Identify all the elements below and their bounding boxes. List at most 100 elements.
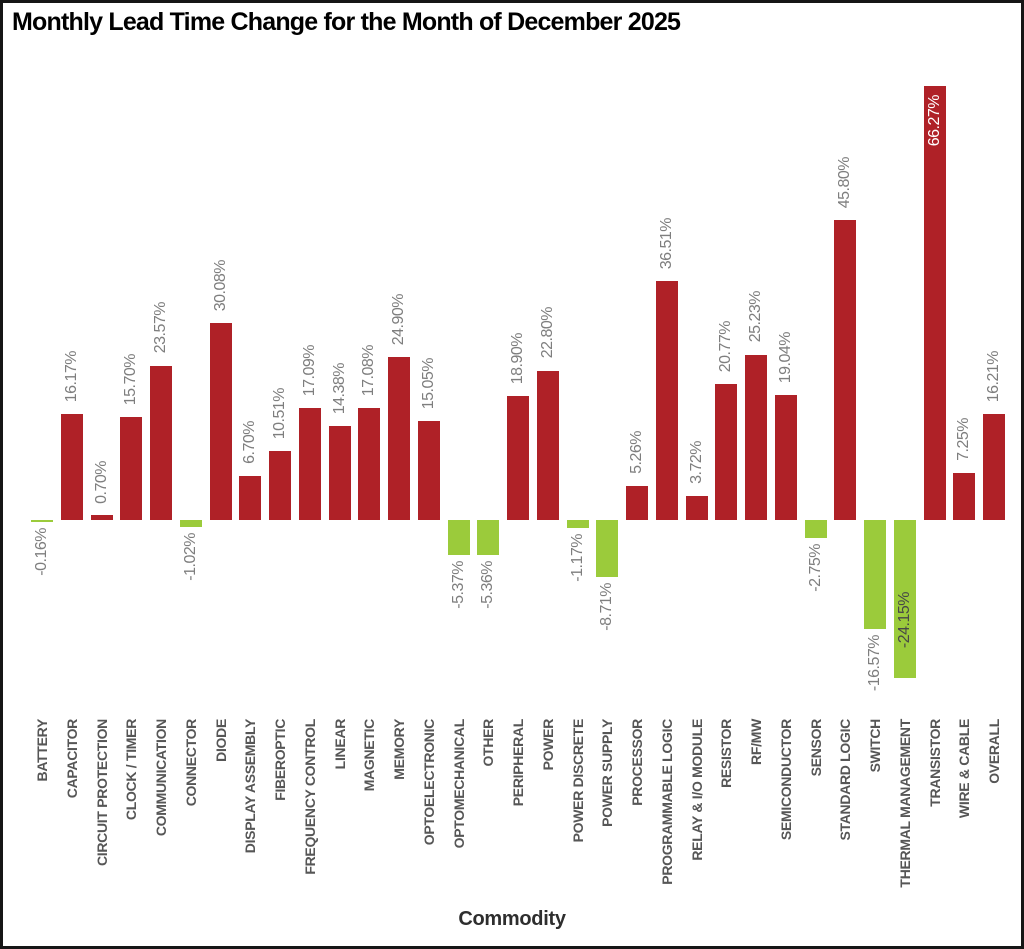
- x-tick-label-battery: BATTERY: [34, 719, 50, 782]
- bar-value-label-overall: 16.21%: [985, 350, 1002, 402]
- bar-value-label-connector: -1.02%: [181, 532, 199, 581]
- bar-diode: [209, 322, 232, 520]
- x-axis-title: Commodity: [458, 908, 566, 930]
- x-tick-label-transistor: TRANSISTOR: [926, 719, 943, 807]
- bar-relay-i-o-module: [685, 495, 708, 520]
- bar-connector: [179, 520, 202, 527]
- x-tick-label-frequency-control: FREQUENCY CONTROL: [301, 719, 318, 875]
- bar-rf-mw: [745, 354, 767, 520]
- bar-value-label-thermal-management: -24.15%: [895, 592, 913, 649]
- x-tick-label-optoelectronic: OPTOELECTRONIC: [420, 719, 437, 846]
- bar-power-discrete: [566, 520, 589, 528]
- x-tick-label-power: POWER: [539, 719, 556, 771]
- bar-sensor: [804, 520, 827, 538]
- bar-value-label-wire-cable: 7.25%: [955, 417, 973, 461]
- bar-resistor: [715, 383, 738, 520]
- x-tick-label-rf-mw: RF/MW: [748, 719, 764, 765]
- bar-thermal-management: [893, 520, 916, 679]
- x-tick-label-relay-i-o-module: RELAY & I/O MODULE: [688, 719, 705, 861]
- x-tick-label-connector: CONNECTOR: [182, 719, 199, 807]
- bar-value-label-semiconductor: 19.04%: [776, 332, 794, 384]
- x-tick-label-optomechanical: OPTOMECHANICAL: [450, 719, 467, 849]
- x-tick-label-diode: DIODE: [212, 719, 229, 762]
- bar-value-label-peripheral: 18.90%: [509, 332, 526, 385]
- bar-semiconductor: [774, 395, 797, 520]
- bar-value-label-other: -5.36%: [479, 561, 497, 609]
- bar-value-label-fiberoptic: 10.51%: [271, 387, 288, 440]
- chart-title: Monthly Lead Time Change for the Month o…: [12, 8, 681, 36]
- bar-value-label-capacitor: 16.17%: [62, 350, 80, 403]
- bar-power-supply: [596, 520, 619, 578]
- bar-value-label-display-assembly: 6.70%: [241, 421, 259, 465]
- x-tick-label-peripheral: PERIPHERAL: [510, 719, 526, 807]
- bar-peripheral: [507, 396, 529, 520]
- bar-magnetic: [358, 408, 381, 520]
- x-tick-label-power-supply: POWER SUPPLY: [599, 719, 616, 827]
- bar-value-label-clock-timer: 15.70%: [122, 353, 140, 406]
- x-tick-label-clock-timer: CLOCK / TIMER: [123, 719, 140, 821]
- bar-value-label-optoelectronic: 15.05%: [419, 358, 437, 410]
- plot-area: -0.16% BATTERY 16.17% CAPACITOR 0.70% CIRCUIT…: [3, 3, 1021, 946]
- bar-circuit-protection: [90, 515, 113, 520]
- x-tick-label-overall: OVERALL: [986, 719, 1002, 784]
- bar-clock-timer: [120, 417, 143, 520]
- bar-transistor: [923, 85, 946, 520]
- bar-value-label-rf-mw: 25.23%: [747, 291, 764, 343]
- bar-switch: [864, 520, 886, 629]
- bar-programmable-logic: [655, 280, 678, 520]
- bar-value-label-power: 22.80%: [538, 307, 556, 359]
- bar-value-label-sensor: -2.75%: [806, 544, 824, 592]
- bar-other: [477, 520, 500, 556]
- bar-value-label-transistor: 66.27%: [925, 94, 943, 147]
- bar-memory: [388, 356, 410, 520]
- bar-optoelectronic: [417, 421, 440, 520]
- bar-value-label-programmable-logic: 36.51%: [657, 217, 675, 269]
- bar-value-label-memory: 24.90%: [390, 293, 407, 345]
- bar-display-assembly: [239, 476, 262, 520]
- bar-optomechanical: [447, 520, 470, 556]
- bar-value-label-relay-i-o-module: 3.72%: [687, 440, 705, 484]
- x-tick-label-programmable-logic: PROGRAMMABLE LOGIC: [658, 719, 675, 885]
- x-tick-label-other: OTHER: [480, 719, 497, 767]
- bar-linear: [328, 425, 351, 520]
- bar-processor: [626, 485, 648, 520]
- x-tick-label-sensor: SENSOR: [807, 719, 824, 777]
- bar-value-label-optomechanical: -5.37%: [449, 561, 467, 609]
- x-tick-label-processor: PROCESSOR: [629, 719, 645, 806]
- x-tick-label-thermal-management: THERMAL MANAGEMENT: [896, 719, 913, 888]
- bar-value-label-resistor: 20.77%: [717, 320, 735, 372]
- x-tick-label-communication: COMMUNICATION: [153, 719, 169, 837]
- x-tick-label-capacitor: CAPACITOR: [63, 719, 80, 799]
- x-tick-label-memory: MEMORY: [391, 719, 407, 780]
- bar-value-label-processor: 5.26%: [628, 430, 645, 474]
- x-tick-label-power-discrete: POWER DISCRETE: [569, 719, 586, 843]
- bar-battery: [31, 520, 53, 522]
- bar-communication: [150, 365, 172, 520]
- x-tick-label-magnetic: MAGNETIC: [361, 719, 378, 792]
- bar-value-label-magnetic: 17.08%: [360, 344, 378, 397]
- x-tick-label-wire-cable: WIRE & CABLE: [956, 719, 973, 819]
- x-tick-label-resistor: RESISTOR: [718, 719, 735, 788]
- x-tick-label-semiconductor: SEMICONDUCTOR: [777, 719, 794, 841]
- bar-capacitor: [60, 414, 83, 520]
- bar-value-label-diode: 30.08%: [211, 259, 229, 311]
- x-tick-label-switch: SWITCH: [867, 719, 883, 773]
- x-tick-label-standard-logic: STANDARD LOGIC: [837, 719, 854, 841]
- bar-frequency-control: [298, 408, 321, 520]
- bar-value-label-standard-logic: 45.80%: [836, 156, 854, 209]
- bar-wire-cable: [953, 472, 976, 520]
- x-tick-label-linear: LINEAR: [331, 719, 348, 770]
- bar-fiberoptic: [269, 451, 291, 520]
- bar-value-label-linear: 14.38%: [330, 362, 348, 414]
- x-tick-label-fiberoptic: FIBEROPTIC: [272, 719, 288, 801]
- bar-value-label-battery: -0.16%: [33, 527, 50, 576]
- bar-value-label-communication: 23.57%: [152, 302, 169, 354]
- x-tick-label-circuit-protection: CIRCUIT PROTECTION: [93, 719, 110, 867]
- bar-value-label-frequency-control: 17.09%: [300, 344, 318, 397]
- bar-overall: [983, 413, 1005, 520]
- bar-standard-logic: [834, 220, 857, 520]
- x-tick-label-display-assembly: DISPLAY ASSEMBLY: [242, 719, 259, 854]
- bar-value-label-switch: -16.57%: [866, 634, 883, 691]
- bar-value-label-power-discrete: -1.17%: [568, 533, 586, 582]
